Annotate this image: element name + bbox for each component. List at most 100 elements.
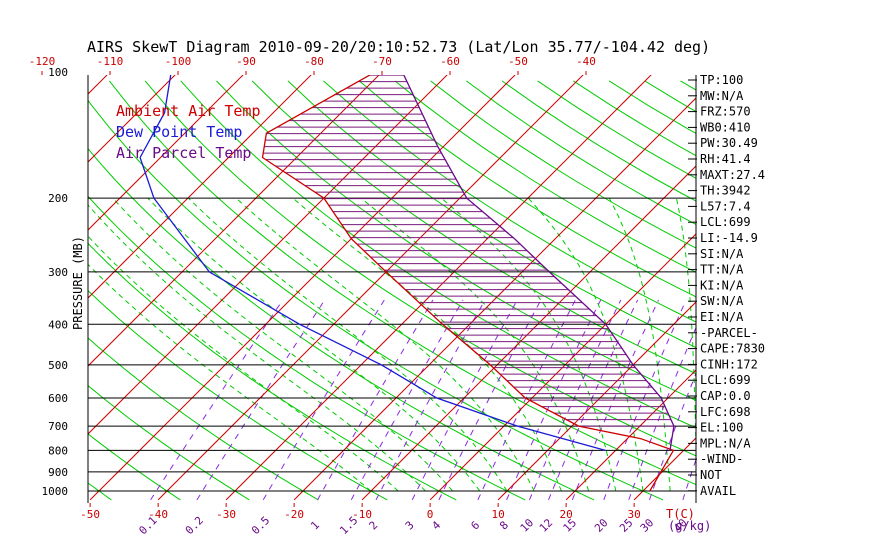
moist-adiabat-line <box>440 197 617 492</box>
isotherm-line <box>361 165 696 501</box>
pressure-tick-label: 800 <box>48 444 68 457</box>
index-label: LI:-14.9 <box>700 231 758 245</box>
moist-adiabat-line <box>88 235 399 492</box>
y-axis-label: PRESSURE (MB) <box>71 236 85 330</box>
index-label: EL:100 <box>700 421 743 435</box>
top-temp-tick-label: -100 <box>165 55 192 68</box>
mixing-ratio-line <box>150 299 284 501</box>
index-label: FRZ:570 <box>700 105 751 119</box>
dry-adiabat-line <box>88 147 595 501</box>
air-parcel-temp-curve <box>403 75 675 451</box>
index-label: MPL:N/A <box>700 436 751 450</box>
moist-adiabat-line <box>112 197 453 492</box>
pressure-tick-label: 400 <box>48 318 68 331</box>
dry-adiabat-line <box>394 80 696 273</box>
index-label: WB0:410 <box>700 120 751 134</box>
moist-adiabat-line <box>88 204 426 492</box>
pressure-tick-label: 300 <box>48 266 68 279</box>
moist-adiabat-line <box>292 197 562 492</box>
top-temp-tick-label: -60 <box>440 55 460 68</box>
bottom-temp-tick-label: -50 <box>80 508 100 521</box>
mixing-ratio-tick-label: 12 <box>537 516 556 535</box>
cape-hatching <box>263 75 674 427</box>
bottom-temp-tick-label: 10 <box>491 508 504 521</box>
dry-adiabat-line <box>88 482 112 501</box>
index-label: SI:N/A <box>700 247 744 261</box>
isotherm-line <box>838 72 870 500</box>
index-label: NOT <box>700 468 722 482</box>
pressure-tick-label: 700 <box>48 420 68 433</box>
pressure-tick-label: 1000 <box>42 485 69 498</box>
mixing-ratio-tick-label: 1 <box>308 519 322 533</box>
dry-adiabat-line <box>251 80 696 375</box>
profile-curves <box>139 75 675 492</box>
mixing-ratio-unit-label: (g/kg) <box>668 519 711 533</box>
dry-adiabat-line <box>88 384 250 501</box>
bottom-temp-tick-label: 0 <box>427 508 434 521</box>
bottom-temp-tick-label: -20 <box>284 508 304 521</box>
mixing-ratio-tick-label: 20 <box>592 516 611 535</box>
mixing-ratio-tick-label: 10 <box>518 516 537 535</box>
isotherm-line <box>88 75 312 299</box>
legend: Ambient Air Temp Dew Point Temp Air Parcel… <box>116 102 261 162</box>
mixing-ratio-tick-label: 4 <box>429 518 443 532</box>
mixing-ratio-tick-label: 0.2 <box>183 514 206 537</box>
legend-entry: Air Parcel Temp <box>116 144 251 162</box>
mixing-ratio-line <box>196 299 326 501</box>
pressure-tick-label: 200 <box>48 192 68 205</box>
bottom-temp-tick-label: 30 <box>627 508 640 521</box>
isotherm-line <box>565 369 696 501</box>
index-label: CINH:172 <box>700 357 758 371</box>
isotherm-line <box>88 75 108 95</box>
index-label: PW:30.49 <box>700 136 758 150</box>
dry-adiabat-line <box>358 80 696 298</box>
dry-adiabat-line <box>287 80 696 349</box>
mixing-ratio-line <box>603 299 687 501</box>
index-label: CAP:0.0 <box>700 389 751 403</box>
index-label: AVAIL <box>700 484 736 498</box>
isotherm-line <box>770 72 870 500</box>
moist-adiabat-line <box>360 197 590 492</box>
index-label: -PARCEL- <box>700 326 758 340</box>
dry-adiabat-line <box>466 80 696 225</box>
pressure-tick-label: 900 <box>48 466 68 479</box>
index-label: LCL:699 <box>700 215 751 229</box>
top-temp-tick-label: -110 <box>97 55 124 68</box>
isotherm-line <box>88 75 244 231</box>
isotherm-line <box>429 233 696 501</box>
bottom-temp-tick-label: -40 <box>148 508 168 521</box>
index-label: EI:N/A <box>700 310 744 324</box>
index-label: RH:41.4 <box>700 152 751 166</box>
index-label: LFC:698 <box>700 405 751 419</box>
mixing-ratio-line <box>375 299 486 501</box>
dry-adiabat-line <box>752 81 870 500</box>
index-label: MAXT:27.4 <box>700 168 765 182</box>
legend-entry: Ambient Air Temp <box>116 102 261 120</box>
mixing-ratio-line <box>548 299 639 501</box>
dry-adiabat-line <box>88 290 388 501</box>
background-lines <box>0 72 870 501</box>
mixing-ratio-line <box>411 299 518 501</box>
top-temp-tick-label: -70 <box>372 55 392 68</box>
index-label: LCL:699 <box>700 373 751 387</box>
x-axis-unit-label: T(C) <box>666 507 695 521</box>
mixing-ratio-tick-label: 2 <box>367 519 381 533</box>
chart-title: AIRS SkewT Diagram 2010-09-20/20:10:52.7… <box>87 38 710 56</box>
isotherm-line <box>89 75 516 501</box>
mixing-ratio-line <box>571 299 659 501</box>
bottom-temp-tick-label: 20 <box>559 508 572 521</box>
top-temp-tick-label: -50 <box>508 55 528 68</box>
mixing-ratio-line <box>528 299 622 501</box>
pressure-tick-label: 600 <box>48 392 68 405</box>
index-label: MW:N/A <box>700 89 744 103</box>
isotherm-line <box>0 72 42 500</box>
isotherm-line <box>88 75 448 435</box>
dry-adiabat-line <box>88 337 319 501</box>
dry-adiabat-line <box>0 81 43 500</box>
index-label: L57:7.4 <box>700 199 751 213</box>
isotherm-line <box>88 75 176 163</box>
mixing-ratio-tick-label: 3 <box>403 519 417 533</box>
isotherm-line <box>225 75 652 501</box>
dry-adiabat-line <box>88 433 181 501</box>
